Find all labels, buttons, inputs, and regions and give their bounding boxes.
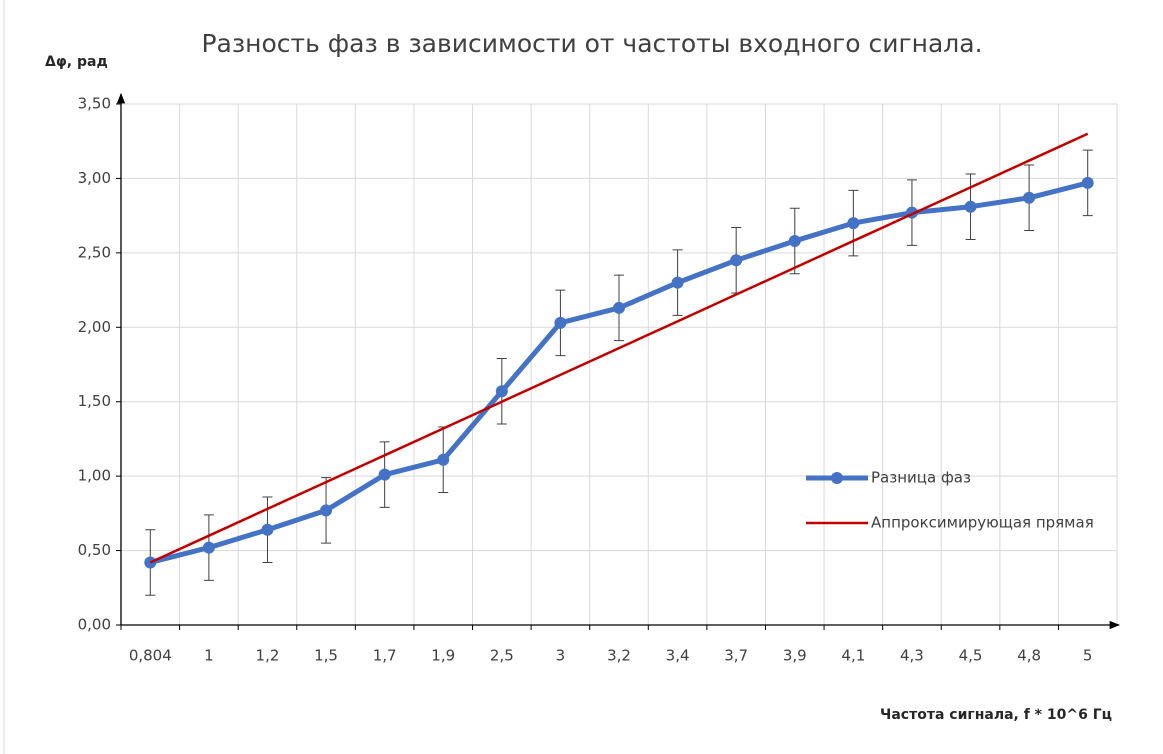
x-tick-label: 4,5 <box>959 647 983 665</box>
marker <box>847 217 860 230</box>
legend-marker <box>831 472 843 484</box>
x-tick-label: 4,1 <box>841 647 865 665</box>
marker <box>320 504 333 517</box>
marker <box>1081 176 1094 189</box>
marker <box>730 254 743 267</box>
y-tick-label: 2,00 <box>78 318 111 336</box>
y-tick-label: 3,00 <box>78 169 111 187</box>
x-axis-label: Частота сигнала, f * 10^6 Гц <box>880 707 1112 723</box>
y-tick-label: 0,00 <box>78 616 111 634</box>
x-tick-label: 5 <box>1083 647 1093 665</box>
x-tick-label: 1,7 <box>373 647 397 665</box>
y-tick-label: 3,50 <box>78 95 111 113</box>
marker <box>261 523 274 536</box>
x-tick-label: 3,7 <box>724 647 748 665</box>
marker <box>554 316 567 329</box>
marker <box>1023 191 1036 204</box>
marker <box>378 468 391 481</box>
x-tick-label: 4,3 <box>900 647 924 665</box>
marker <box>671 276 684 289</box>
x-tick-label: 1,2 <box>256 647 280 665</box>
x-tick-label: 3,9 <box>783 647 807 665</box>
y-tick-label: 0,50 <box>78 541 111 559</box>
x-tick-label: 1,9 <box>431 647 455 665</box>
x-tick-label: 3,4 <box>666 647 690 665</box>
chart-title: Разность фаз в зависимости от частоты вх… <box>201 29 982 58</box>
x-tick-label: 1 <box>204 647 214 665</box>
y-tick-label: 1,00 <box>78 467 111 485</box>
marker <box>495 385 508 398</box>
x-tick-label: 0,804 <box>129 647 172 665</box>
y-tick-label: 1,50 <box>78 392 111 410</box>
x-tick-label: 4,8 <box>1017 647 1041 665</box>
marker <box>437 453 450 466</box>
marker <box>964 200 977 213</box>
x-tick-label: 1,5 <box>314 647 338 665</box>
marker <box>202 541 215 554</box>
x-tick-label: 3,2 <box>607 647 631 665</box>
y-axis-label: Δφ, рад <box>45 54 108 70</box>
series-line <box>149 180 1089 565</box>
y-tick-label: 2,50 <box>78 243 111 261</box>
legend-label: Разница фаз <box>871 469 971 487</box>
legend-label: Аппроксимирующая прямая <box>871 514 1094 532</box>
x-tick-label: 2,5 <box>490 647 514 665</box>
series-line <box>149 132 1089 564</box>
x-tick-label: 3 <box>556 647 566 665</box>
marker <box>788 234 801 247</box>
marker <box>613 301 625 314</box>
